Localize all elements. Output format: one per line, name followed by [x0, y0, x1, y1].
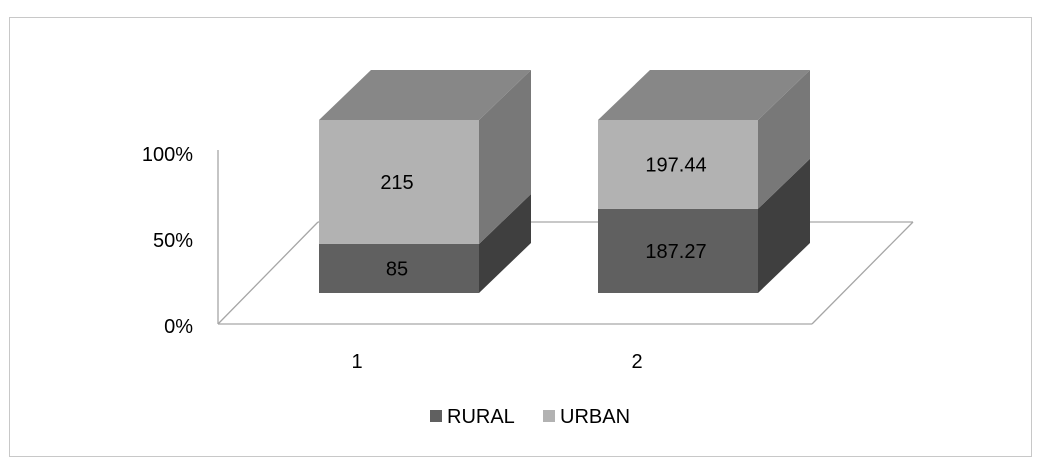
y-tick-label: 50% [153, 230, 193, 252]
y-tick-label: 0% [164, 316, 193, 338]
bar-rural-1 [319, 243, 479, 293]
bar-side-rural-2 [758, 158, 810, 293]
bar-rural-2 [598, 208, 758, 293]
data-label-rural-2: 187.27 [645, 241, 706, 263]
bar-top-2 [598, 70, 810, 120]
x-tick-label: 1 [351, 351, 362, 373]
x-tick-label: 2 [631, 351, 642, 373]
data-label-urban-2: 197.44 [645, 154, 706, 176]
bars [319, 70, 810, 293]
y-axis: 0% 50% 100% [142, 144, 193, 338]
legend-swatch-rural [430, 410, 442, 422]
bar-top-1 [319, 70, 531, 120]
data-label-urban-1: 215 [380, 172, 413, 194]
bar-side-rural-1 [479, 193, 531, 293]
legend: RURAL URBAN [430, 406, 630, 428]
bar-side-urban-2 [758, 70, 810, 209]
bar-urban-1 [319, 120, 479, 244]
legend-label-rural: RURAL [447, 406, 515, 428]
floor-right-edge [811, 221, 914, 325]
data-labels: 85 215 187.27 197.44 [380, 154, 706, 280]
bar-urban-2 [598, 120, 758, 209]
data-label-rural-1: 85 [386, 258, 408, 280]
floor-left-edge [217, 221, 319, 325]
y-tick-label: 100% [142, 144, 193, 166]
legend-swatch-urban [543, 410, 555, 422]
legend-label-urban: URBAN [560, 406, 630, 428]
bar-side-urban-1 [479, 70, 531, 244]
